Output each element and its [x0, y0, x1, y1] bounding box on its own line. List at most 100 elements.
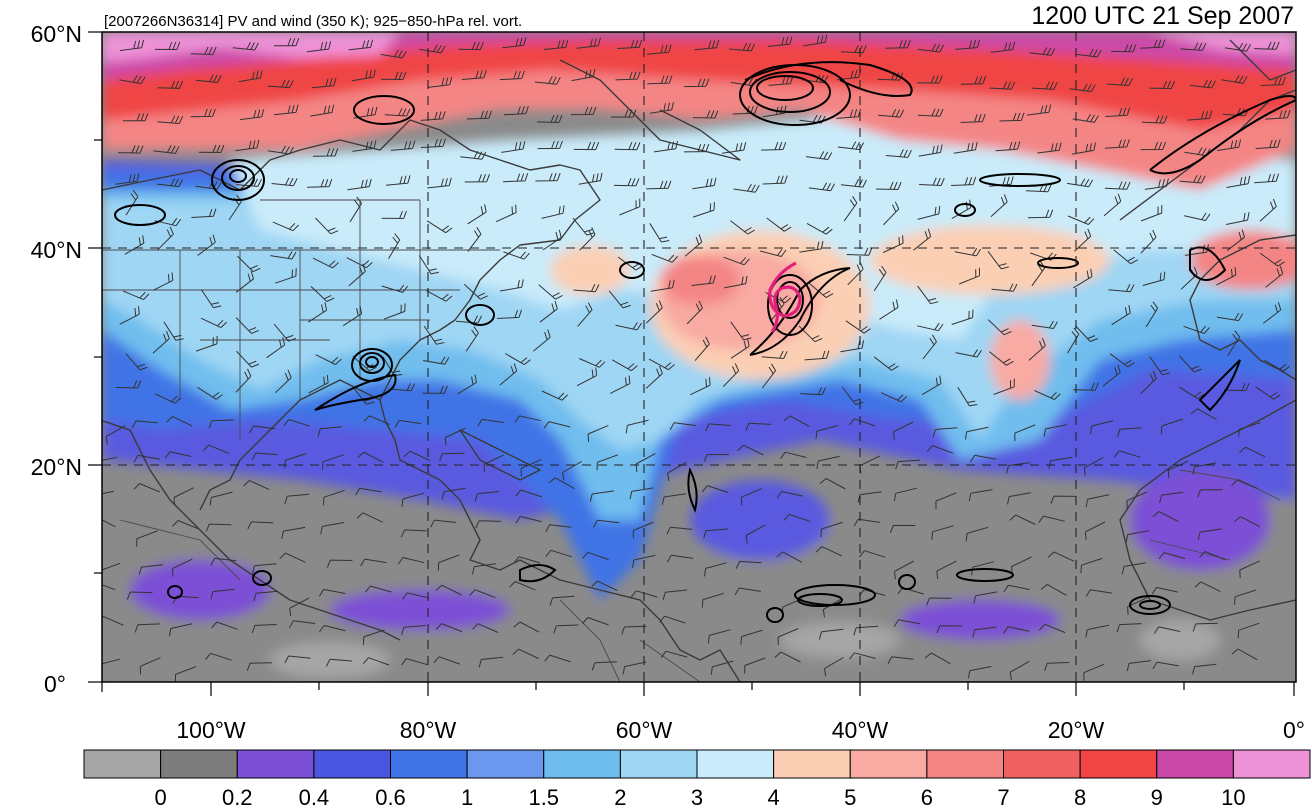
wind-barb	[740, 629, 763, 645]
wind-barb	[1106, 77, 1133, 86]
wind-barb	[251, 624, 277, 634]
wind-barb	[542, 229, 562, 251]
wind-barb	[1083, 663, 1105, 681]
wind-barb	[840, 340, 865, 353]
wind-barb	[703, 454, 730, 463]
lat-label-20n: 20°N	[31, 454, 82, 480]
wind-barb	[955, 349, 982, 358]
wind-barb	[815, 546, 842, 557]
wind-barb	[253, 590, 279, 602]
wind-barb	[703, 528, 728, 539]
wind-barb	[249, 425, 276, 434]
wind-barb	[1140, 141, 1167, 151]
wind-barb	[1183, 212, 1211, 221]
wind-barb	[894, 487, 918, 502]
wind-barb	[848, 418, 876, 427]
wind-barb	[102, 456, 118, 461]
wind-barb	[200, 289, 222, 309]
wind-barb	[667, 461, 687, 482]
wind-barb	[683, 143, 710, 153]
wind-barb	[365, 585, 392, 593]
wind-barb	[534, 76, 561, 85]
wind-barb	[456, 315, 482, 324]
wind-barb	[1111, 305, 1131, 326]
wind-barb	[799, 114, 826, 124]
wind-barb	[273, 323, 297, 342]
wind-barb	[995, 141, 1021, 152]
wind-barb	[1180, 42, 1207, 51]
wind-barb	[1234, 516, 1261, 528]
wind-barb	[880, 392, 908, 403]
wind-barb	[615, 71, 641, 81]
wind-barb	[363, 415, 390, 425]
wind-barb	[235, 317, 259, 334]
wind-barb	[917, 285, 939, 305]
colorbar-label: 6	[921, 785, 933, 810]
wind-barb	[820, 521, 843, 538]
wind-barb	[625, 419, 649, 434]
wind-barb	[926, 597, 952, 606]
wind-barb	[532, 329, 551, 352]
wind-barb	[647, 75, 673, 85]
wind-barb	[960, 75, 987, 85]
wind-barb	[353, 106, 378, 119]
wind-barb	[360, 558, 387, 567]
wind-barb	[1067, 215, 1095, 225]
wind-barb	[761, 141, 787, 151]
wind-barb	[853, 518, 880, 527]
wind-barb	[444, 427, 466, 446]
pv-colorbar: 0 0.2 0.4 0.6 1 1.5 2 3 4 5 6 7 8 9 10	[83, 749, 1311, 810]
wind-barb	[119, 39, 145, 52]
wind-barb	[951, 176, 977, 186]
wind-barb	[236, 178, 262, 187]
wind-barb	[816, 455, 840, 469]
wind-barb	[690, 377, 711, 396]
wind-barb	[650, 279, 675, 292]
colorbar-label: 8	[1074, 785, 1086, 810]
wind-barb	[513, 556, 541, 564]
wind-barb	[115, 173, 140, 185]
wind-barb	[990, 41, 1016, 53]
wind-barb	[761, 350, 788, 359]
lon-label-40w: 40°W	[832, 717, 889, 743]
wind-barb	[808, 282, 834, 298]
colorbar-swatch	[466, 749, 545, 779]
wind-barb	[545, 549, 572, 558]
wind-barb	[1226, 175, 1251, 188]
wind-barb	[1102, 364, 1121, 387]
wind-barb	[347, 178, 372, 191]
wind-barb	[202, 444, 230, 455]
wind-barb	[1085, 589, 1112, 597]
wind-barb	[1239, 560, 1261, 578]
wind-barb	[1003, 626, 1030, 634]
wind-barb	[1140, 370, 1157, 395]
wind-barb	[209, 491, 233, 506]
wind-barb	[469, 589, 496, 599]
wind-barb	[936, 560, 957, 580]
wind-barb	[512, 648, 539, 659]
wind-barb	[806, 222, 833, 235]
wind-barb	[208, 419, 234, 429]
wind-barb	[310, 104, 335, 117]
wind-barb	[420, 111, 446, 121]
wind-barb	[1225, 212, 1250, 225]
wind-barb	[645, 300, 663, 324]
wind-barb	[433, 656, 461, 665]
wind-barb	[916, 322, 944, 332]
wind-barb	[381, 210, 407, 219]
wind-barb	[211, 621, 238, 630]
wind-barb	[596, 454, 619, 471]
wind-barb	[274, 268, 297, 284]
colorbar-swatch	[236, 749, 315, 779]
wind-barb	[363, 629, 385, 645]
wind-barb	[515, 516, 542, 524]
wind-barb	[320, 522, 344, 535]
wind-barb	[156, 178, 183, 188]
wind-barb	[989, 81, 1016, 90]
wind-barb	[936, 625, 962, 634]
wind-barb	[999, 112, 1025, 122]
wind-barb	[722, 363, 740, 387]
wind-barb	[845, 320, 871, 334]
wind-barb	[1116, 623, 1142, 633]
wind-barb	[1110, 44, 1137, 53]
